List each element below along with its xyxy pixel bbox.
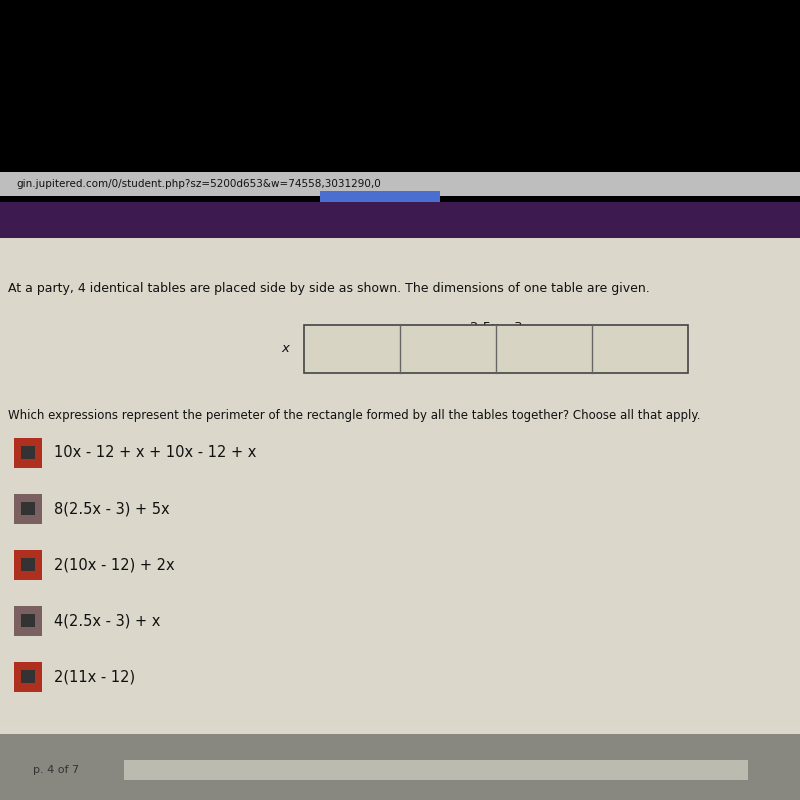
Bar	[0, 734, 800, 800]
Text: Which expressions represent the perimeter of the rectangle formed by all the tab: Which expressions represent the perimete…	[8, 409, 701, 422]
Text: 2(10x - 12) + 2x: 2(10x - 12) + 2x	[54, 558, 175, 572]
Bar	[14, 662, 42, 692]
Bar	[14, 606, 42, 636]
Bar	[320, 191, 440, 202]
Bar	[0, 238, 800, 726]
Bar	[14, 550, 42, 580]
Text: 2.5x – 3: 2.5x – 3	[470, 322, 522, 334]
Bar	[22, 446, 34, 459]
Text: At a party, 4 identical tables are placed side by side as shown. The dimensions : At a party, 4 identical tables are place…	[8, 282, 650, 295]
Text: 4(2.5x - 3) + x: 4(2.5x - 3) + x	[54, 614, 161, 628]
Bar	[0, 238, 800, 734]
Text: x: x	[282, 342, 290, 355]
Bar	[22, 614, 34, 627]
Bar	[22, 558, 34, 571]
Text: 10x - 12 + x + 10x - 12 + x: 10x - 12 + x + 10x - 12 + x	[54, 446, 257, 460]
Bar	[22, 670, 34, 683]
Bar	[0, 202, 800, 238]
Text: 2(11x - 12): 2(11x - 12)	[54, 670, 135, 684]
Bar	[22, 502, 34, 515]
Text: p. 4 of 7: p. 4 of 7	[33, 766, 79, 775]
Bar	[0, 0, 800, 172]
Text: gin.jupitered.com/0/student.php?sz=5200d653&w=74558,3031290,0: gin.jupitered.com/0/student.php?sz=5200d…	[16, 179, 381, 189]
Bar	[14, 438, 42, 468]
Bar	[14, 494, 42, 524]
Bar	[0, 172, 800, 196]
Bar	[304, 325, 688, 373]
Bar	[124, 760, 748, 780]
Text: 8(2.5x - 3) + 5x: 8(2.5x - 3) + 5x	[54, 502, 170, 516]
